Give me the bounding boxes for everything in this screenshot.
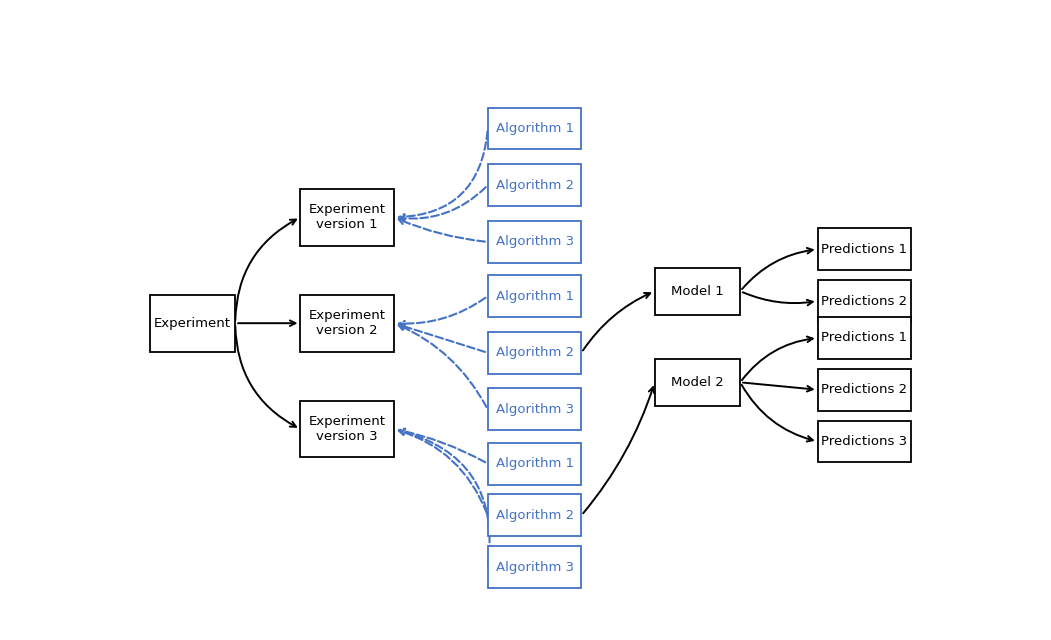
Text: Predictions 3: Predictions 3 (822, 435, 907, 448)
Text: Algorithm 1: Algorithm 1 (495, 289, 574, 303)
Text: Algorithm 2: Algorithm 2 (495, 346, 574, 359)
Text: Algorithm 2: Algorithm 2 (495, 509, 574, 522)
FancyBboxPatch shape (488, 108, 581, 150)
FancyBboxPatch shape (655, 268, 740, 315)
Text: Experiment
version 2: Experiment version 2 (309, 309, 386, 337)
Text: Model 2: Model 2 (672, 376, 724, 389)
Text: Algorithm 3: Algorithm 3 (495, 561, 574, 573)
Text: Predictions 1: Predictions 1 (822, 332, 907, 344)
Text: Predictions 2: Predictions 2 (822, 294, 907, 308)
FancyBboxPatch shape (655, 359, 740, 406)
Text: Predictions 2: Predictions 2 (822, 383, 907, 396)
Text: Algorithm 3: Algorithm 3 (495, 403, 574, 416)
Text: Experiment: Experiment (153, 317, 231, 330)
FancyBboxPatch shape (488, 388, 581, 430)
Text: Predictions 1: Predictions 1 (822, 243, 907, 256)
FancyBboxPatch shape (488, 495, 581, 536)
FancyBboxPatch shape (818, 420, 911, 463)
FancyBboxPatch shape (488, 332, 581, 374)
FancyBboxPatch shape (488, 164, 581, 206)
Text: Algorithm 1: Algorithm 1 (495, 122, 574, 135)
FancyBboxPatch shape (488, 221, 581, 263)
FancyBboxPatch shape (301, 295, 394, 351)
FancyBboxPatch shape (818, 228, 911, 270)
FancyBboxPatch shape (488, 275, 581, 317)
FancyBboxPatch shape (818, 317, 911, 359)
Text: Model 1: Model 1 (672, 285, 724, 298)
Text: Algorithm 1: Algorithm 1 (495, 457, 574, 470)
Text: Experiment
version 3: Experiment version 3 (309, 415, 386, 443)
Text: Algorithm 3: Algorithm 3 (495, 236, 574, 248)
FancyBboxPatch shape (818, 280, 911, 322)
Text: Experiment
version 1: Experiment version 1 (309, 204, 386, 231)
FancyBboxPatch shape (301, 189, 394, 246)
FancyBboxPatch shape (301, 401, 394, 458)
FancyBboxPatch shape (818, 369, 911, 411)
Text: Algorithm 2: Algorithm 2 (495, 179, 574, 192)
FancyBboxPatch shape (488, 546, 581, 588)
FancyBboxPatch shape (149, 295, 235, 351)
FancyBboxPatch shape (488, 443, 581, 484)
